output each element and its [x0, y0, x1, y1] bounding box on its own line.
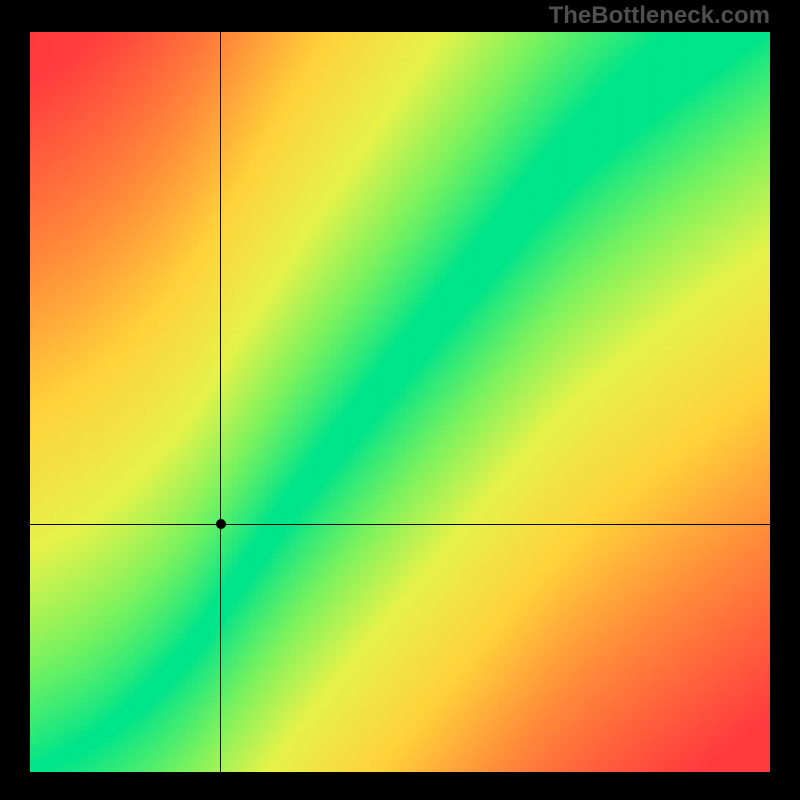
bottleneck-heatmap [30, 32, 770, 772]
marker-point [216, 519, 226, 529]
crosshair-horizontal [30, 524, 770, 525]
crosshair-vertical [220, 32, 221, 772]
watermark-text: TheBottleneck.com [549, 2, 770, 30]
